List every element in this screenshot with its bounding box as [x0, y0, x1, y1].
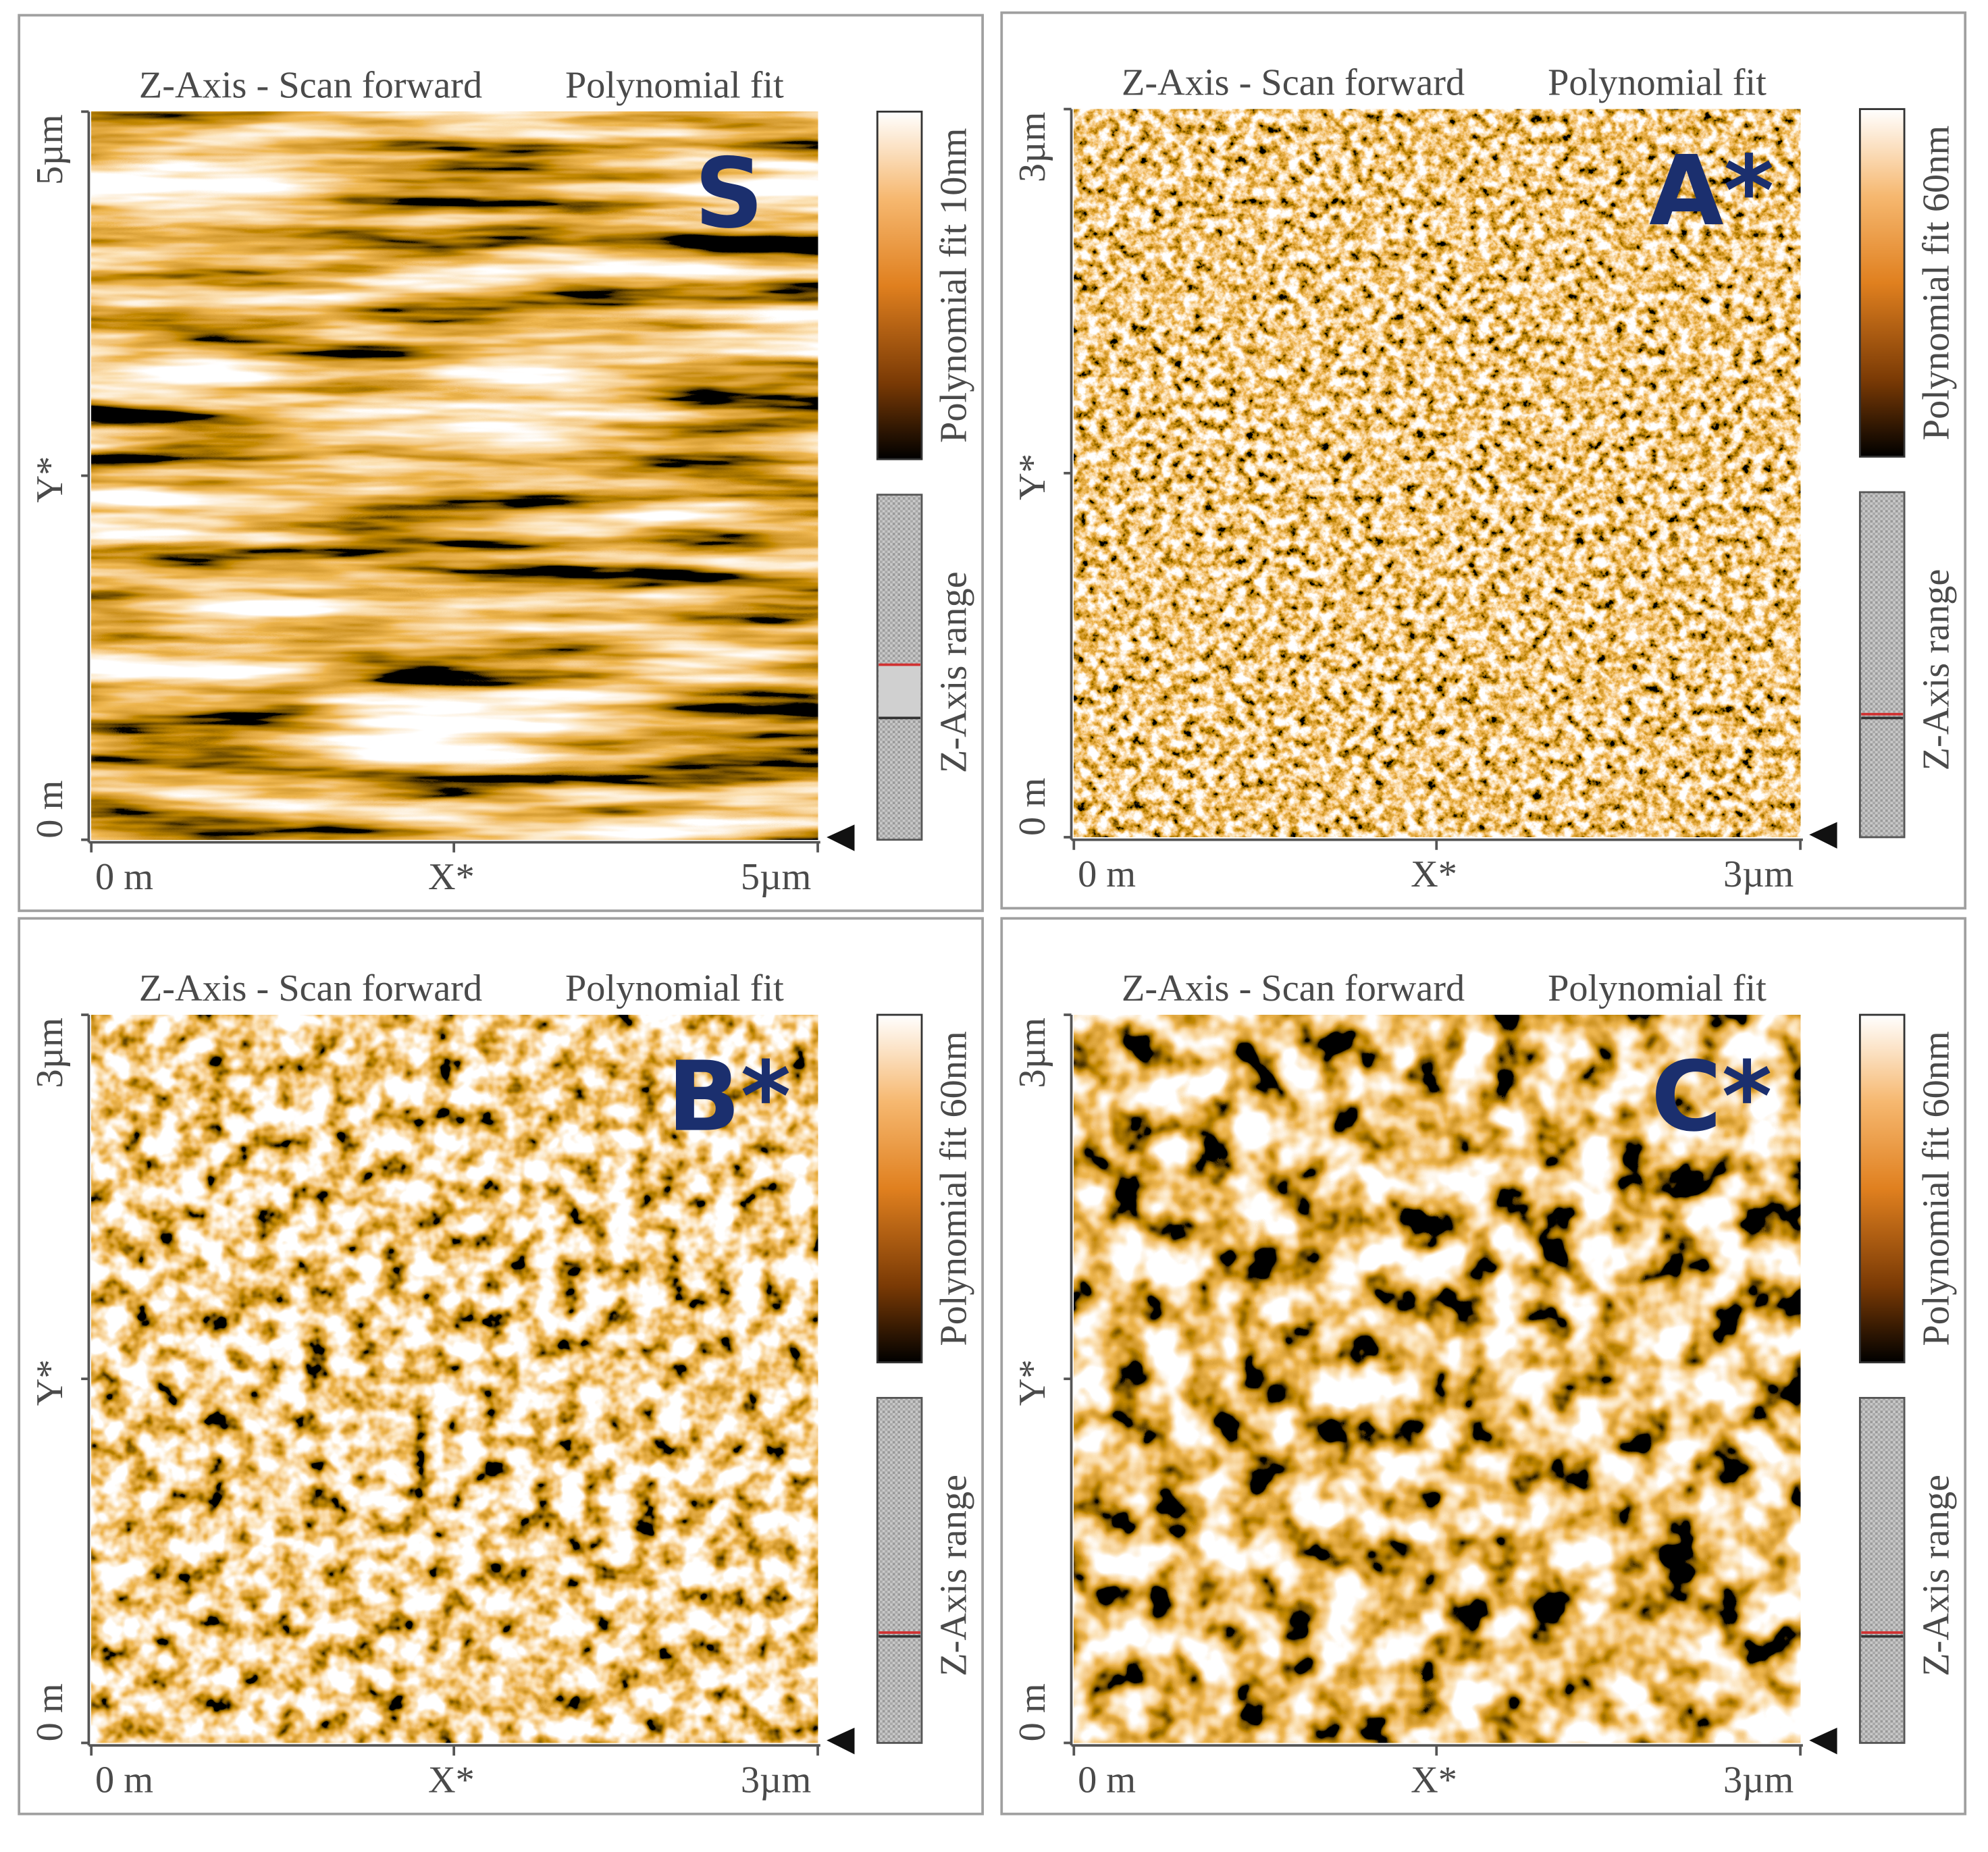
colorbar	[876, 1013, 923, 1364]
range-label: Z-Axis range	[933, 571, 974, 773]
range-window	[879, 664, 921, 718]
range-bar	[876, 1396, 923, 1744]
panel-frame	[1000, 917, 1967, 1816]
range-pointer	[1809, 1727, 1837, 1755]
range-pointer	[827, 1727, 855, 1755]
colorbar	[876, 110, 923, 460]
range-bar	[1858, 1396, 1906, 1744]
panel-label: A*	[1649, 135, 1774, 247]
afm-panel: Z-Axis - Scan forward Polynomial fit C* 3µm…	[1000, 917, 1967, 1816]
range-label: Z-Axis range	[933, 1475, 974, 1676]
afm-image	[91, 1015, 818, 1743]
range-pointer	[827, 824, 855, 851]
y-axis-label: 0 m	[1012, 1683, 1053, 1741]
y-axis-label: 3µm	[29, 1017, 71, 1088]
colorbar-label: Polynomial fit 60nm	[933, 1031, 974, 1346]
y-axis-label: 5µm	[29, 114, 71, 184]
panel-label: B*	[667, 1041, 791, 1153]
panel-frame	[18, 917, 984, 1816]
range-label: Z-Axis range	[1916, 1475, 1958, 1676]
x-axis-label: X*	[1411, 1759, 1457, 1801]
y-axis-label: 3µm	[1012, 112, 1053, 182]
afm-image	[1074, 1015, 1801, 1743]
fit-title: Polynomial fit	[565, 64, 784, 106]
colorbar-label: Polynomial fit 60nm	[1916, 1031, 1958, 1346]
x-axis-label: X*	[428, 1759, 475, 1801]
x-axis-label: 0 m	[95, 1759, 153, 1801]
x-axis-label: 0 m	[95, 856, 153, 898]
x-axis-label: 0 m	[1078, 1759, 1136, 1801]
y-axis-label: Y*	[29, 456, 71, 503]
colorbar-label: Polynomial fit 10nm	[933, 128, 974, 443]
scan-title: Z-Axis - Scan forward	[1122, 62, 1465, 104]
afm-image	[1074, 109, 1801, 837]
x-axis-label: 5µm	[741, 856, 811, 898]
panel-frame	[1000, 11, 1967, 910]
scan-title: Z-Axis - Scan forward	[1122, 968, 1465, 1009]
fit-title: Polynomial fit	[565, 968, 784, 1009]
afm-image	[91, 111, 818, 840]
x-axis-label: 3µm	[741, 1759, 811, 1801]
y-axis-label: 0 m	[29, 781, 71, 839]
range-pointer	[1809, 822, 1837, 849]
afm-panel: Z-Axis - Scan forward Polynomial fit B* 3µm…	[18, 917, 984, 1816]
y-axis-label: Y*	[1012, 454, 1053, 500]
fit-title: Polynomial fit	[1548, 968, 1767, 1009]
colorbar	[1858, 1013, 1906, 1364]
y-axis-label: Y*	[1012, 1359, 1053, 1406]
afm-panel: Z-Axis - Scan forward Polynomial fit A* 3µm…	[1000, 11, 1967, 910]
y-axis-label: 3µm	[1012, 1017, 1053, 1088]
x-axis-label: X*	[428, 856, 475, 898]
range-bar	[1858, 491, 1906, 839]
y-axis-label: 0 m	[29, 1683, 71, 1741]
panel-frame	[18, 14, 984, 912]
scan-title: Z-Axis - Scan forward	[139, 968, 482, 1009]
panel-label: C*	[1651, 1041, 1772, 1153]
range-label: Z-Axis range	[1916, 569, 1958, 771]
fit-title: Polynomial fit	[1548, 62, 1767, 104]
y-axis-label: Y*	[29, 1359, 71, 1406]
x-axis-label: 0 m	[1078, 853, 1136, 895]
x-axis-label: 3µm	[1723, 853, 1794, 895]
x-axis-label: 3µm	[1723, 1759, 1794, 1801]
afm-panel: Z-Axis - Scan forward Polynomial fit S 5µm Y…	[18, 14, 984, 912]
scan-title: Z-Axis - Scan forward	[139, 64, 482, 106]
y-axis-label: 0 m	[1012, 778, 1053, 836]
panel-label: S	[694, 138, 764, 250]
x-axis-label: X*	[1411, 853, 1457, 895]
colorbar-label: Polynomial fit 60nm	[1916, 126, 1958, 440]
colorbar	[1858, 108, 1906, 458]
